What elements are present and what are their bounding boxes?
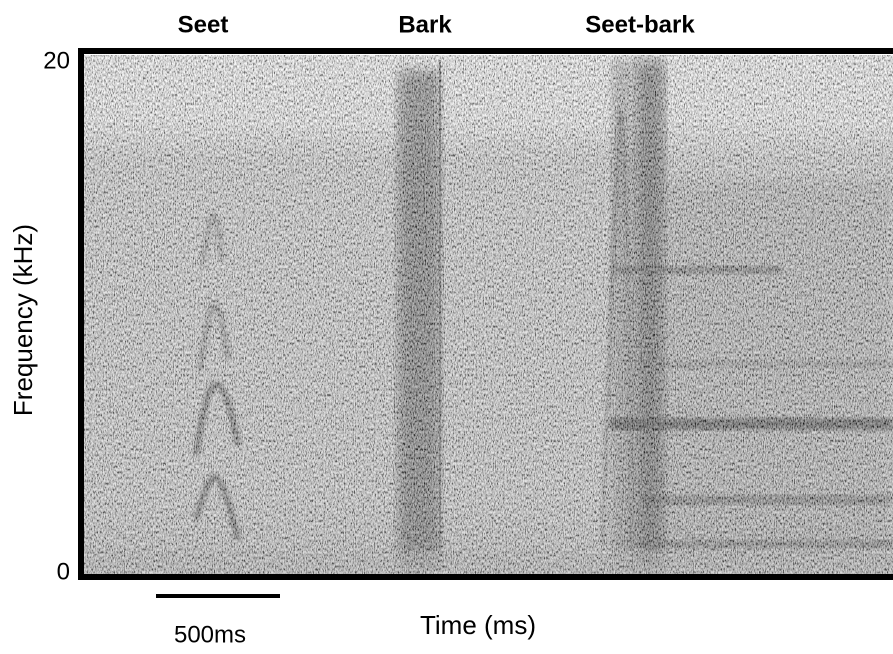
frame <box>78 48 893 580</box>
call-label: Bark <box>398 11 452 38</box>
x-axis-label: Time (ms) <box>420 610 536 640</box>
scale-bar-label: 500ms <box>174 621 246 648</box>
call-label: Seet-bark <box>585 11 695 38</box>
y-tick-label: 0 <box>57 558 70 585</box>
spectrogram-image <box>84 55 893 574</box>
y-tick-label: 20 <box>43 47 70 74</box>
call-label: Seet <box>178 11 229 38</box>
y-axis-label: Frequency (kHz) <box>8 224 38 416</box>
